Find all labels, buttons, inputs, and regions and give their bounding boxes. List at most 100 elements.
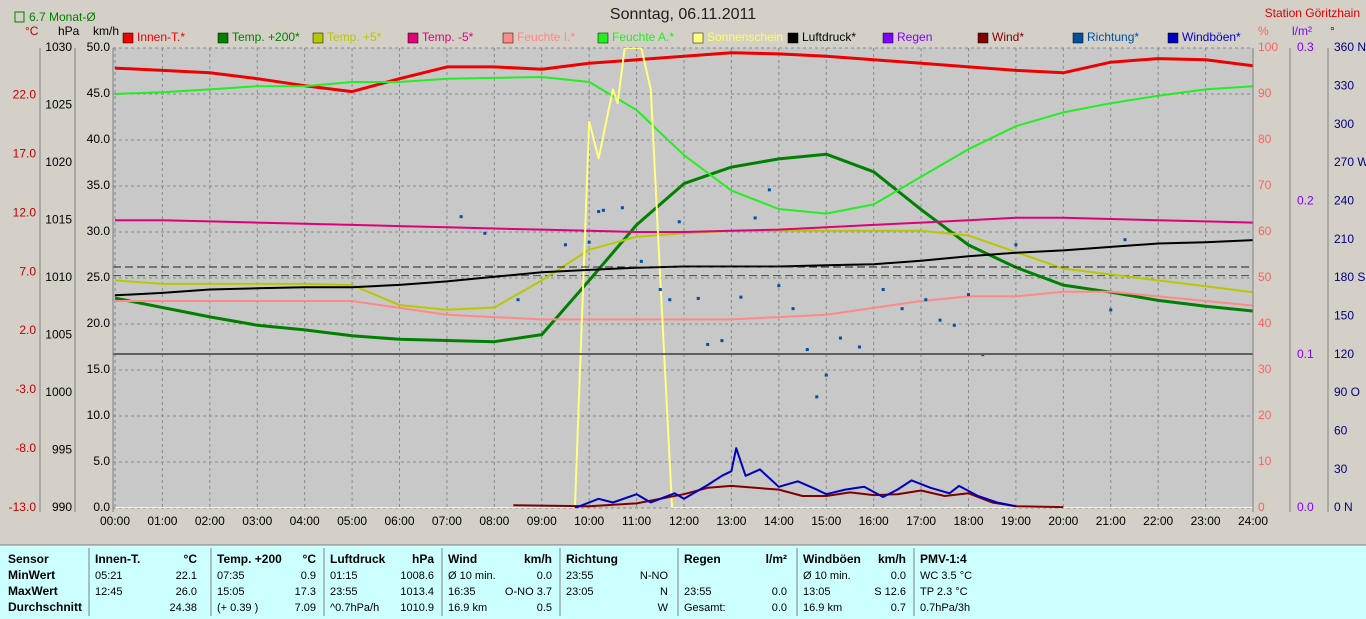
series-point	[563, 243, 567, 247]
series-point	[720, 339, 724, 343]
series-point	[777, 284, 781, 288]
summary-cell: 1008.6	[400, 570, 434, 582]
series-point	[597, 210, 601, 214]
summary-cell: 24.38	[169, 602, 197, 614]
x-tick-label: 15:00	[811, 514, 841, 528]
x-tick-label: 04:00	[290, 514, 320, 528]
summary-cell: Ø 10 min.	[803, 570, 851, 582]
legend-label: Temp. +5*	[327, 30, 382, 44]
series-point	[668, 298, 672, 302]
y-tick-label: 10	[1258, 454, 1272, 468]
series-point	[459, 215, 463, 219]
series-point	[696, 296, 700, 300]
x-tick-label: 22:00	[1143, 514, 1173, 528]
series-line	[114, 229, 1253, 311]
axis-unit: hPa	[58, 24, 80, 38]
y-tick-label: 17.0	[13, 146, 37, 160]
y-tick-label: 0.0	[1297, 500, 1314, 514]
y-tick-label: 50	[1258, 270, 1272, 284]
series-point	[857, 345, 861, 349]
y-tick-label: 5.0	[93, 454, 110, 468]
summary-cell: (+ 0.39 )	[217, 602, 258, 614]
summary-group-unit: °C	[303, 552, 317, 566]
series-point	[601, 208, 605, 212]
series-point	[805, 348, 809, 352]
x-tick-label: 01:00	[147, 514, 177, 528]
series-line	[513, 484, 1064, 508]
y-tick-label: -13.0	[9, 500, 37, 514]
summary-group-unit: km/h	[524, 552, 552, 566]
x-tick-label: 19:00	[1001, 514, 1031, 528]
y-tick-label: 20	[1258, 408, 1272, 422]
summary-cell: 12:45	[95, 586, 123, 598]
summary-row-label: MinWert	[8, 568, 55, 582]
legend-label: Wind*	[992, 30, 1024, 44]
legend-swatch	[787, 32, 799, 44]
summary-group-name: Richtung	[566, 552, 618, 566]
x-tick-label: 09:00	[527, 514, 557, 528]
y-tick-label: 360 N	[1334, 40, 1366, 54]
summary-row-label: Durchschnitt	[8, 600, 82, 614]
series-line	[574, 447, 1017, 508]
y-tick-label: 0	[1258, 500, 1265, 514]
legend-swatch	[312, 32, 324, 44]
x-tick-label: 16:00	[859, 514, 889, 528]
y-tick-label: 300	[1334, 117, 1354, 131]
y-tick-label: 45.0	[87, 86, 111, 100]
summary-group-name: Temp. +200	[217, 552, 282, 566]
axis-lines	[39, 48, 1329, 512]
summary-group-unit: °C	[184, 552, 198, 566]
series-line	[115, 216, 1253, 233]
series-line	[114, 76, 1253, 215]
series-point	[938, 318, 942, 322]
legend-swatch	[692, 32, 704, 44]
series-point	[815, 395, 819, 399]
summary-cell: 23:55	[566, 570, 594, 582]
summary-cell: 7.09	[295, 602, 316, 614]
summary-cell: 26.0	[176, 586, 197, 598]
summary-group-name: Regen	[684, 552, 721, 566]
legend-swatch	[882, 32, 894, 44]
summary-group-name: PMV-1:4	[920, 552, 967, 566]
summary-header: Sensor	[8, 552, 49, 566]
summary-group-unit: l/m²	[766, 552, 787, 566]
legend-swatch	[217, 32, 229, 44]
summary-cell: 0.5	[537, 602, 552, 614]
summary-group-name: Wind	[448, 552, 477, 566]
x-tick-label: 03:00	[242, 514, 272, 528]
series-point	[838, 336, 842, 340]
y-tick-label: 150	[1334, 309, 1354, 323]
legend-swatch	[502, 32, 514, 44]
y-tick-label: 12.0	[13, 205, 37, 219]
legend-label: Temp. +200*	[232, 30, 300, 44]
summary-cell: 0.0	[537, 570, 552, 582]
summary-cell: 15:05	[217, 586, 245, 598]
series-line	[114, 152, 1253, 344]
summary-cell: 23:55	[330, 586, 358, 598]
x-tick-label: 18:00	[953, 514, 983, 528]
y-tick-label: 0.1	[1297, 347, 1314, 361]
series-point	[483, 231, 487, 235]
summary-group-name: Luftdruck	[330, 552, 386, 566]
y-tick-label: 10.0	[87, 408, 111, 422]
series-point	[658, 288, 662, 291]
axis-unit: km/h	[93, 24, 119, 38]
y-tick-label: 22.0	[13, 87, 37, 101]
summary-cell: WC 3.5 °C	[920, 570, 972, 582]
legend-swatch	[407, 32, 419, 44]
series-point	[1014, 243, 1018, 247]
y-tick-label: 35.0	[87, 178, 111, 192]
chart-title: Sonntag, 06.11.2011	[610, 6, 756, 23]
x-tick-label: 11:00	[622, 514, 651, 528]
x-tick-label: 00:00	[100, 514, 130, 528]
y-tick-label: 120	[1334, 347, 1354, 361]
series-point	[620, 206, 624, 210]
y-tick-label: 270 W	[1334, 155, 1366, 169]
legend-label: Innen-T.*	[137, 30, 185, 44]
legend-label: Feuchte A.*	[612, 30, 674, 44]
legend-label: Feuchte I.*	[517, 30, 575, 44]
summary-cell: 22.1	[176, 570, 197, 582]
y-tick-label: 1020	[45, 155, 72, 169]
